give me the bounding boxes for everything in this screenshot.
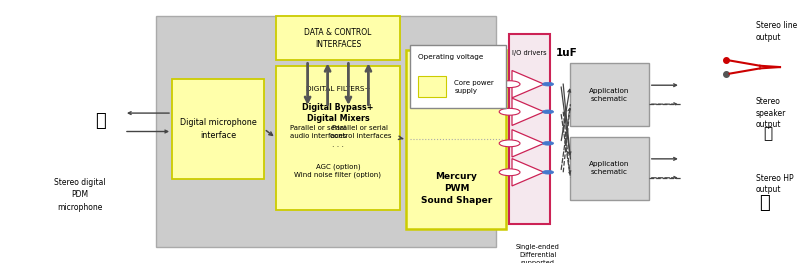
- Bar: [509, 34, 550, 224]
- Text: Parallel or serial
audio interfaces: Parallel or serial audio interfaces: [290, 124, 346, 139]
- Text: 1uF: 1uF: [555, 48, 578, 58]
- Text: · · ·: · · ·: [332, 143, 344, 152]
- Text: I/O drivers: I/O drivers: [512, 50, 547, 55]
- Text: Parallel or serial
control interfaces: Parallel or serial control interfaces: [330, 124, 391, 139]
- Bar: [570, 63, 649, 126]
- Text: DATA & CONTROL
INTERFACES: DATA & CONTROL INTERFACES: [304, 28, 372, 49]
- Bar: [406, 50, 506, 229]
- Bar: [172, 79, 264, 179]
- Circle shape: [542, 82, 554, 86]
- Text: 🎙: 🎙: [94, 112, 106, 130]
- Bar: [570, 137, 649, 200]
- Circle shape: [499, 108, 520, 115]
- Text: Stereo HP
output: Stereo HP output: [756, 174, 794, 195]
- Text: Single-ended
Differential
supported: Single-ended Differential supported: [516, 244, 559, 263]
- Text: DIGITAL FILTERS+: DIGITAL FILTERS+: [306, 87, 370, 92]
- Circle shape: [542, 170, 554, 174]
- Text: AGC (option)
Wind noise filter (option): AGC (option) Wind noise filter (option): [294, 163, 382, 179]
- Polygon shape: [512, 98, 544, 125]
- Circle shape: [542, 141, 554, 145]
- Text: 🎧: 🎧: [758, 194, 770, 211]
- Circle shape: [499, 169, 520, 176]
- Polygon shape: [512, 159, 544, 186]
- Bar: [156, 16, 496, 247]
- Circle shape: [542, 110, 554, 114]
- Text: Titanium
PWM
Sound Shaper: Titanium PWM Sound Shaper: [421, 74, 492, 107]
- Text: Digital microphone
interface: Digital microphone interface: [180, 118, 256, 140]
- Text: 🔊: 🔊: [763, 127, 773, 142]
- Polygon shape: [512, 70, 544, 98]
- Text: Mercury
PWM
Sound Shaper: Mercury PWM Sound Shaper: [421, 172, 492, 205]
- Text: Operating voltage: Operating voltage: [418, 54, 484, 59]
- Circle shape: [499, 140, 520, 147]
- Bar: [276, 66, 400, 210]
- Bar: [418, 76, 446, 97]
- Bar: [276, 16, 400, 60]
- Bar: [410, 45, 506, 108]
- Text: Stereo digital
PDM
microphone: Stereo digital PDM microphone: [54, 178, 106, 212]
- Text: Digital Bypass+
Digital Mixers: Digital Bypass+ Digital Mixers: [302, 103, 374, 124]
- Text: Stereo
speaker
output: Stereo speaker output: [756, 97, 786, 129]
- Text: Application
schematic: Application schematic: [590, 88, 630, 102]
- Polygon shape: [512, 130, 544, 157]
- Text: Application
schematic: Application schematic: [590, 161, 630, 175]
- Circle shape: [499, 81, 520, 88]
- Text: Core power
supply: Core power supply: [454, 80, 494, 94]
- Text: Stereo line
output: Stereo line output: [756, 21, 798, 42]
